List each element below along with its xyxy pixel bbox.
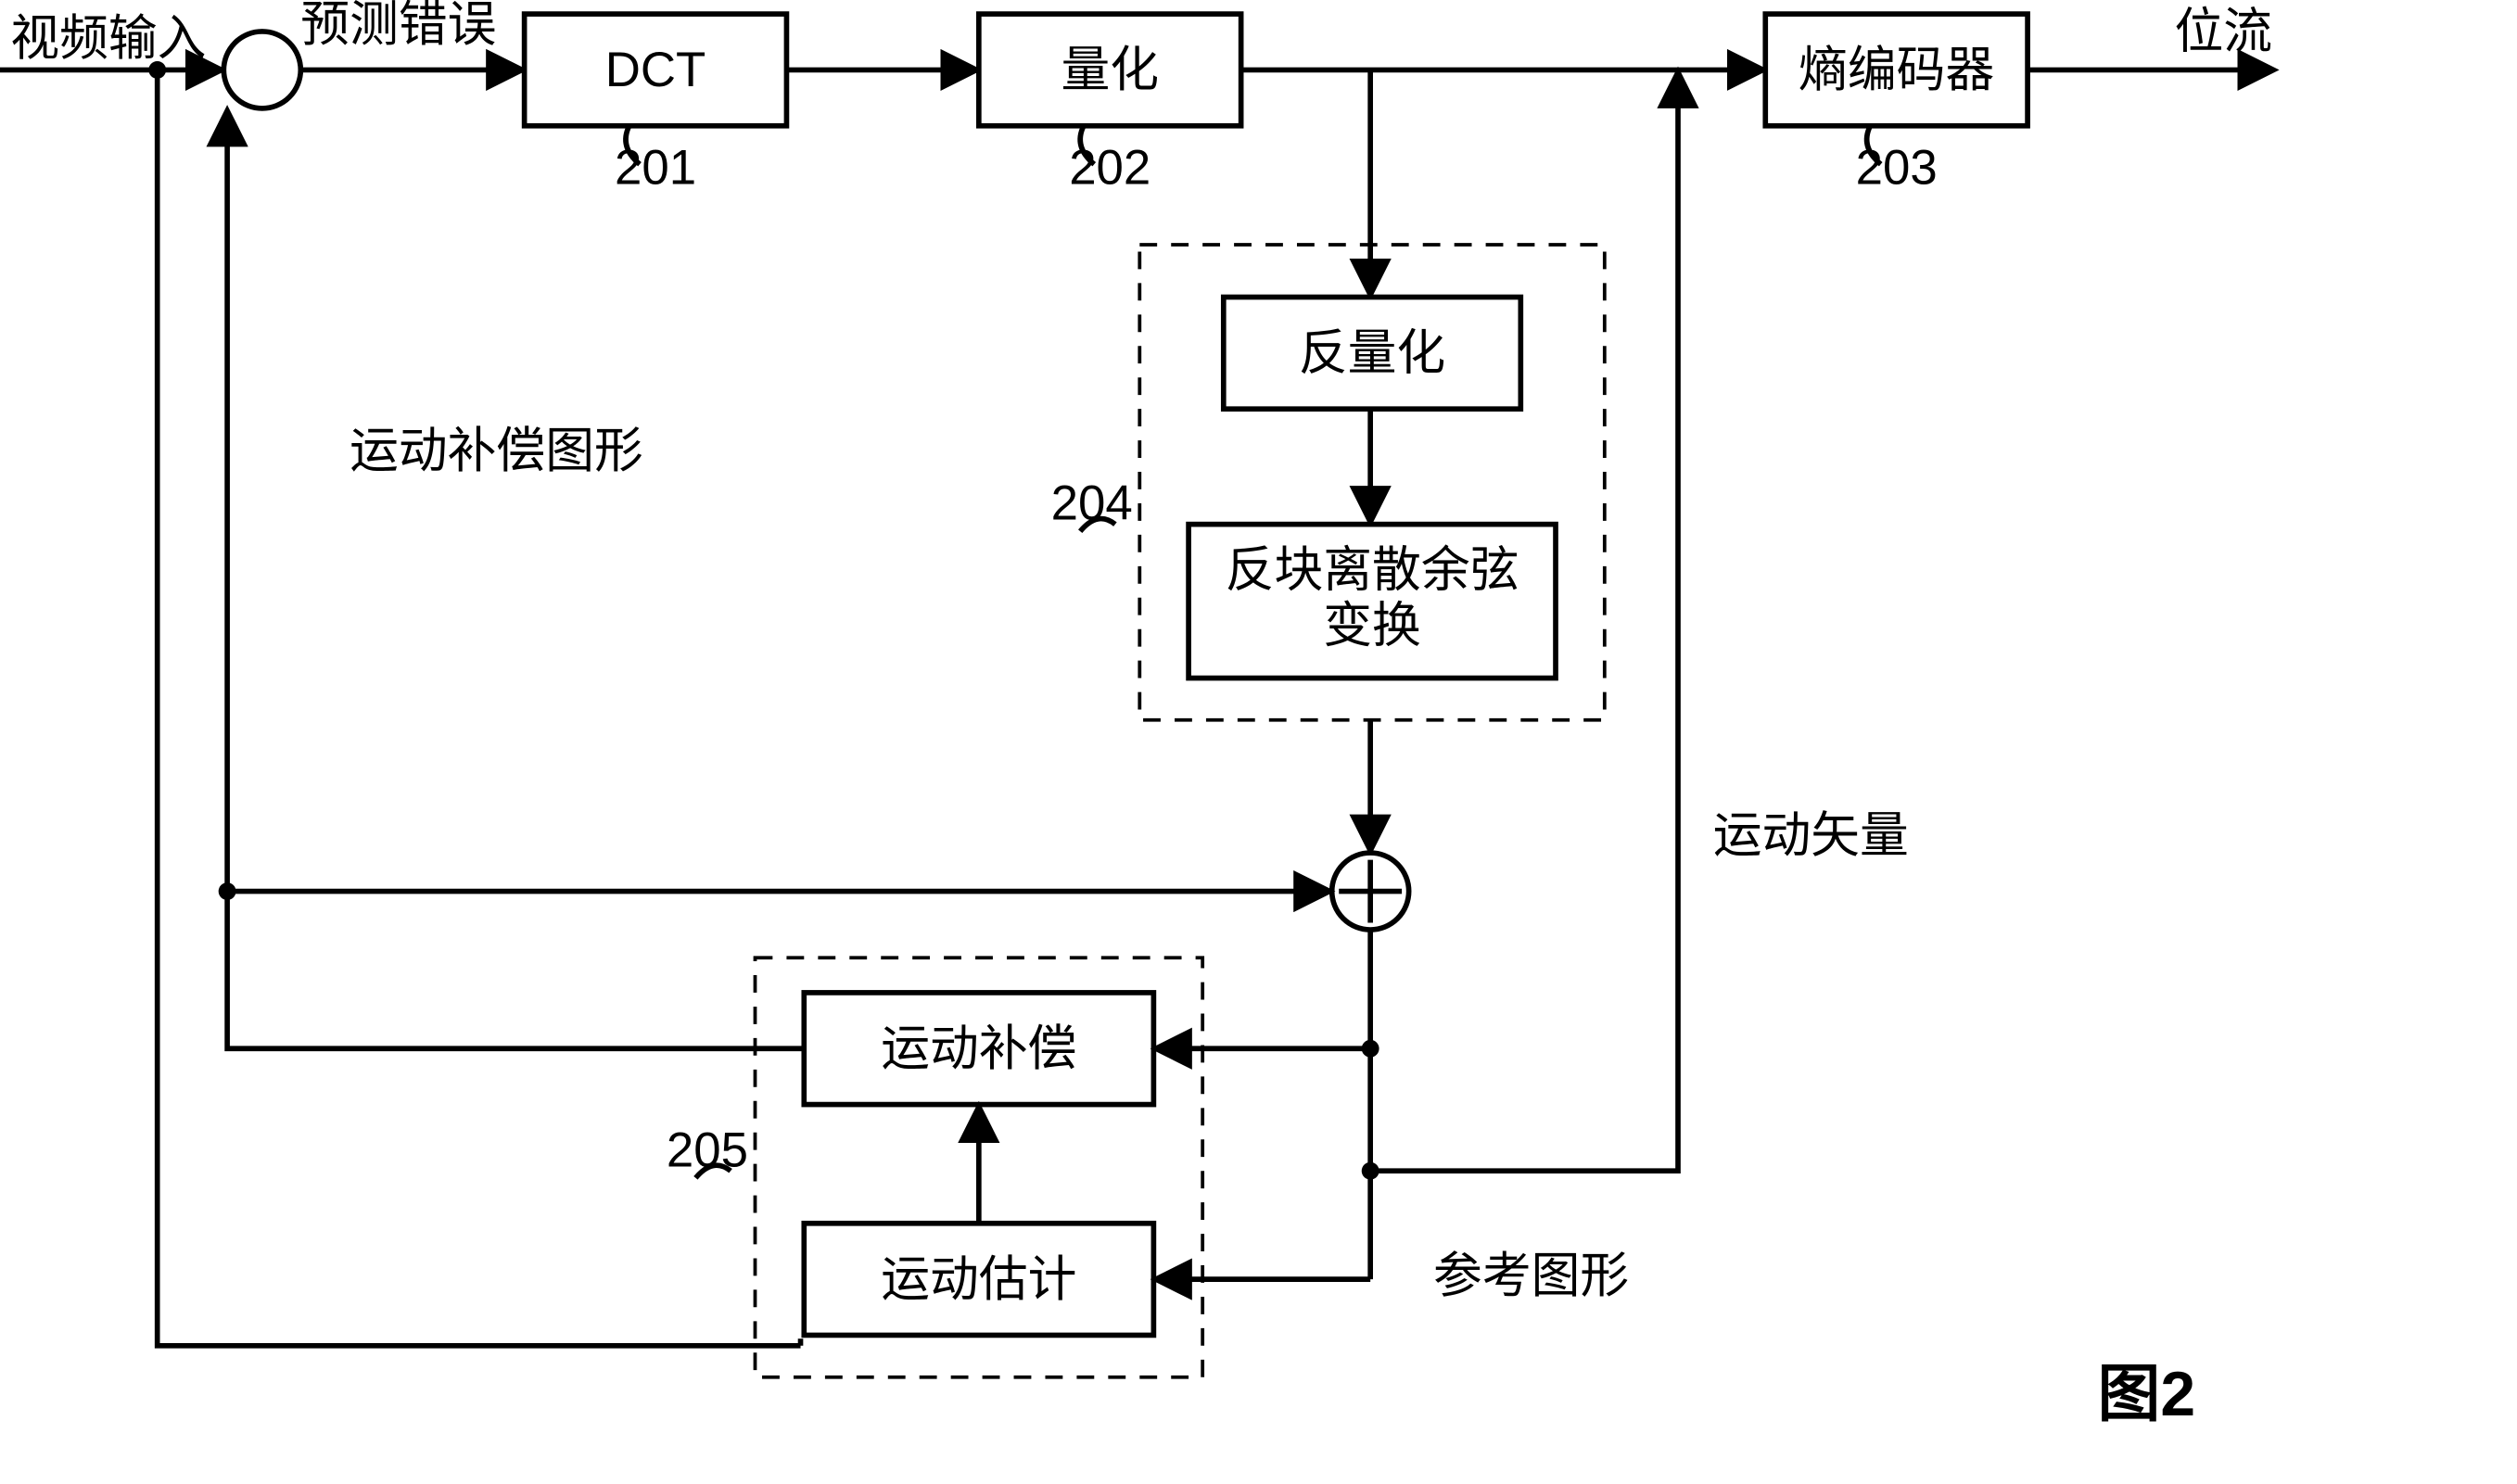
inv-dct-label-1: 反块离散余弦 bbox=[1226, 542, 1519, 597]
quant-label: 量化 bbox=[1061, 43, 1159, 97]
branch-dot-mc bbox=[219, 882, 236, 900]
inv-dct-label-2: 变换 bbox=[1323, 599, 1421, 653]
mc-label: 运动补偿 bbox=[881, 1021, 1076, 1076]
entropy-label: 熵编码器 bbox=[1799, 43, 1994, 97]
pred-error-label: 预测错误 bbox=[300, 0, 496, 52]
figure-label: 图2 bbox=[2097, 1360, 2195, 1429]
mc-image-label: 运动补偿图形 bbox=[350, 424, 643, 478]
branch-dot-input bbox=[148, 61, 166, 79]
output-label: 位流 bbox=[2174, 5, 2272, 59]
me-label: 运动估计 bbox=[881, 1252, 1076, 1307]
dct-label: DCT bbox=[605, 43, 706, 97]
edge-mc-to-sum2 bbox=[227, 892, 1328, 1049]
inv-quant-label: 反量化 bbox=[1299, 326, 1445, 381]
mv-label: 运动矢量 bbox=[1713, 808, 1909, 863]
sum-node-1 bbox=[223, 32, 300, 108]
ref-image-label: 参考图形 bbox=[1433, 1249, 1629, 1303]
input-label: 视频输入 bbox=[10, 11, 206, 66]
branch-dot-ref1 bbox=[1362, 1040, 1379, 1058]
